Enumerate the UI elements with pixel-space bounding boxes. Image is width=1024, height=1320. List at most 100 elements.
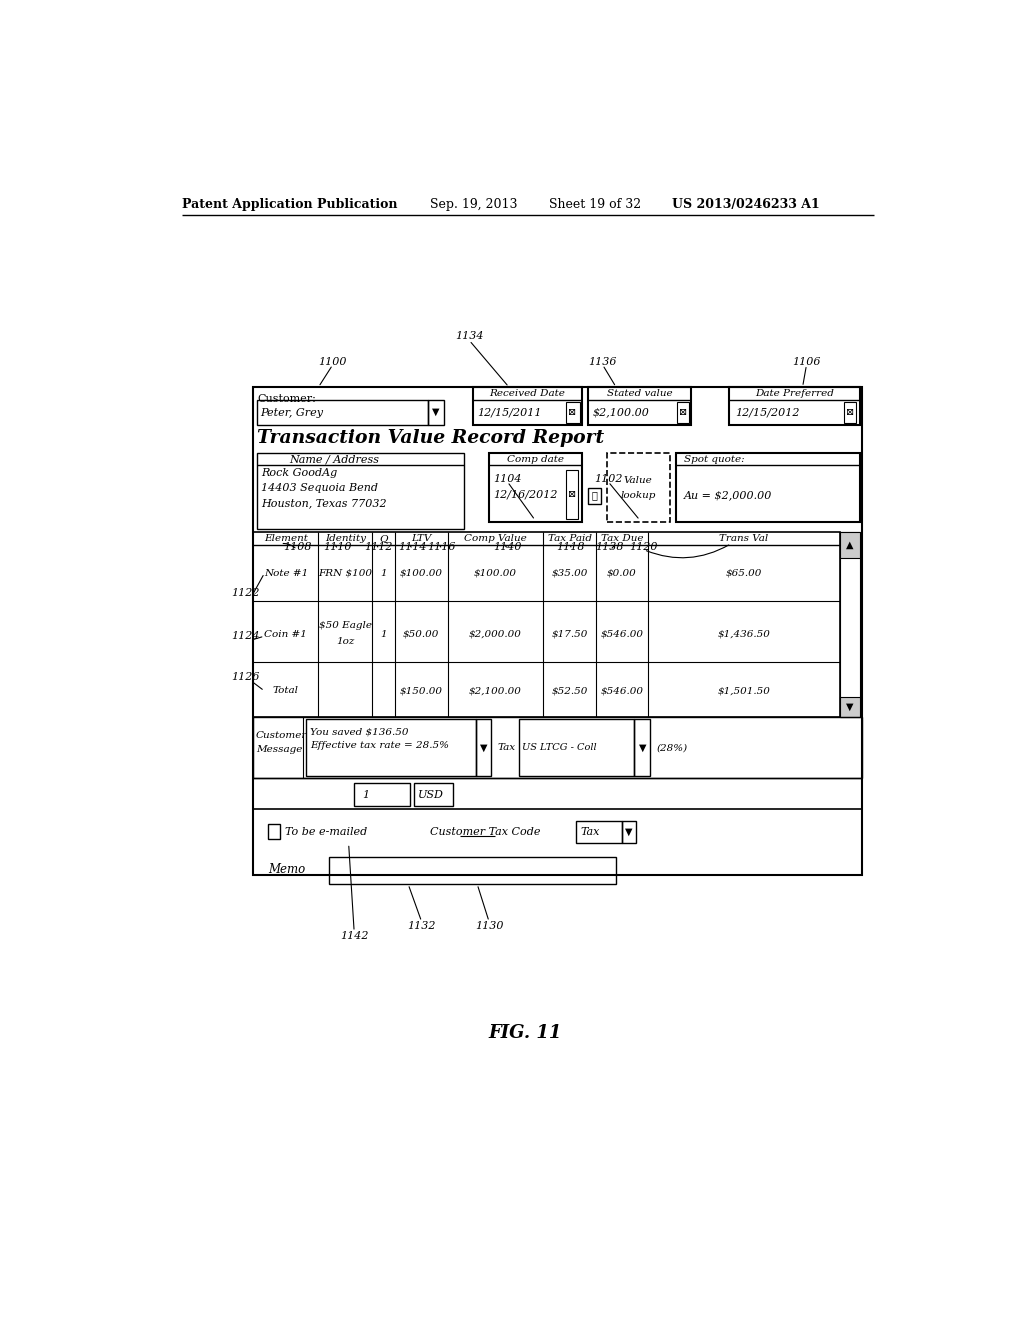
- Text: $546.00: $546.00: [600, 630, 643, 639]
- Text: 1126: 1126: [231, 672, 260, 681]
- Text: Tax Due: Tax Due: [601, 535, 643, 543]
- Text: 1102: 1102: [594, 474, 623, 483]
- Text: US 2013/0246233 A1: US 2013/0246233 A1: [672, 198, 819, 211]
- Bar: [257, 453, 464, 529]
- Text: Transaction Value Record Report: Transaction Value Record Report: [257, 429, 604, 447]
- Text: US LTCG - Coll: US LTCG - Coll: [522, 743, 597, 752]
- Text: 1oz: 1oz: [336, 636, 354, 645]
- Text: Sep. 19, 2013: Sep. 19, 2013: [430, 198, 517, 211]
- Text: Trans Val: Trans Val: [719, 535, 768, 543]
- Text: Tax Paid: Tax Paid: [548, 535, 592, 543]
- Bar: [475, 719, 492, 776]
- Text: ⊠: ⊠: [568, 408, 577, 417]
- Text: USD: USD: [418, 789, 443, 800]
- Text: 1132: 1132: [408, 921, 436, 931]
- Text: ▼: ▼: [432, 408, 439, 417]
- Text: FRN $100: FRN $100: [318, 569, 373, 578]
- Bar: [844, 403, 856, 422]
- Text: 1118: 1118: [557, 541, 585, 552]
- Text: Customer: Customer: [256, 731, 307, 741]
- Bar: [414, 784, 454, 805]
- Bar: [253, 718, 862, 779]
- Text: 1: 1: [380, 630, 387, 639]
- Text: 1120: 1120: [630, 541, 658, 552]
- Bar: [634, 719, 650, 776]
- Bar: [566, 470, 578, 519]
- Text: 1108: 1108: [283, 541, 311, 552]
- Text: $35.00: $35.00: [552, 569, 588, 578]
- Text: $52.50: $52.50: [552, 686, 588, 696]
- Bar: [519, 719, 634, 776]
- Bar: [428, 400, 443, 425]
- Text: FIG. 11: FIG. 11: [488, 1023, 561, 1041]
- Text: ▼: ▼: [846, 702, 854, 711]
- Text: 1140: 1140: [494, 541, 521, 552]
- Text: $2,000.00: $2,000.00: [469, 630, 522, 639]
- Text: 1130: 1130: [475, 921, 504, 931]
- Text: Effective tax rate = 28.5%: Effective tax rate = 28.5%: [309, 742, 449, 750]
- Text: 1134: 1134: [455, 331, 483, 342]
- Text: $50.00: $50.00: [403, 630, 439, 639]
- Text: Stated value: Stated value: [607, 388, 673, 397]
- Text: 1112: 1112: [364, 541, 392, 552]
- Text: $100.00: $100.00: [399, 569, 442, 578]
- Text: Received Date: Received Date: [489, 388, 565, 397]
- Text: 1110: 1110: [324, 541, 352, 552]
- Bar: [840, 697, 860, 718]
- Text: $2,100.00: $2,100.00: [469, 686, 522, 696]
- Text: ⊠: ⊠: [568, 490, 577, 499]
- Text: ▲: ▲: [846, 541, 854, 550]
- Bar: [622, 821, 636, 843]
- Text: Customer:: Customer:: [257, 395, 316, 404]
- Text: (28%): (28%): [656, 743, 688, 752]
- Bar: [588, 487, 601, 504]
- Text: ▼: ▼: [480, 743, 487, 752]
- Text: Patent Application Publication: Patent Application Publication: [182, 198, 397, 211]
- Bar: [606, 453, 670, 523]
- Text: Coin #1: Coin #1: [264, 630, 307, 639]
- Text: $150.00: $150.00: [399, 686, 442, 696]
- Bar: [677, 403, 689, 422]
- Text: Au = $2,000.00: Au = $2,000.00: [684, 490, 772, 500]
- Text: Element: Element: [264, 535, 308, 543]
- Text: $1,501.50: $1,501.50: [718, 686, 770, 696]
- Text: 1136: 1136: [589, 356, 616, 367]
- Text: $1,436.50: $1,436.50: [718, 630, 770, 639]
- Text: Memo: Memo: [267, 863, 305, 876]
- Text: 12/16/2012: 12/16/2012: [494, 490, 557, 500]
- Bar: [253, 532, 840, 718]
- Bar: [588, 387, 691, 425]
- Bar: [354, 784, 410, 805]
- Bar: [329, 857, 616, 884]
- Bar: [676, 453, 860, 523]
- Text: Peter, Grey: Peter, Grey: [260, 408, 323, 417]
- Text: $65.00: $65.00: [726, 569, 762, 578]
- Bar: [566, 403, 580, 422]
- Bar: [473, 387, 582, 425]
- Text: Name / Address: Name / Address: [289, 454, 379, 465]
- Text: Identity: Identity: [325, 535, 366, 543]
- Text: $546.00: $546.00: [600, 686, 643, 696]
- Bar: [840, 532, 860, 558]
- Text: ▼: ▼: [639, 743, 646, 752]
- Text: 14403 Sequoia Bend: 14403 Sequoia Bend: [261, 483, 378, 492]
- Text: Rock GoodAg: Rock GoodAg: [261, 469, 338, 478]
- Text: Tax: Tax: [581, 828, 600, 837]
- Bar: [257, 400, 428, 425]
- Text: $17.50: $17.50: [552, 630, 588, 639]
- Text: 1: 1: [380, 569, 387, 578]
- Text: Tax: Tax: [498, 743, 516, 752]
- Text: Message: Message: [256, 746, 302, 755]
- Text: $100.00: $100.00: [474, 569, 517, 578]
- Text: 1100: 1100: [318, 356, 347, 367]
- Text: $0.00: $0.00: [607, 569, 637, 578]
- Text: 1124: 1124: [231, 631, 260, 642]
- Text: $2,100.00: $2,100.00: [592, 408, 649, 417]
- Text: Houston, Texas 77032: Houston, Texas 77032: [261, 498, 387, 508]
- Text: Comp date: Comp date: [507, 455, 564, 463]
- Text: 1104: 1104: [494, 474, 521, 483]
- Text: 1114: 1114: [398, 541, 426, 552]
- Text: LTV: LTV: [411, 535, 431, 543]
- Bar: [267, 824, 280, 840]
- Text: lookup: lookup: [621, 491, 656, 500]
